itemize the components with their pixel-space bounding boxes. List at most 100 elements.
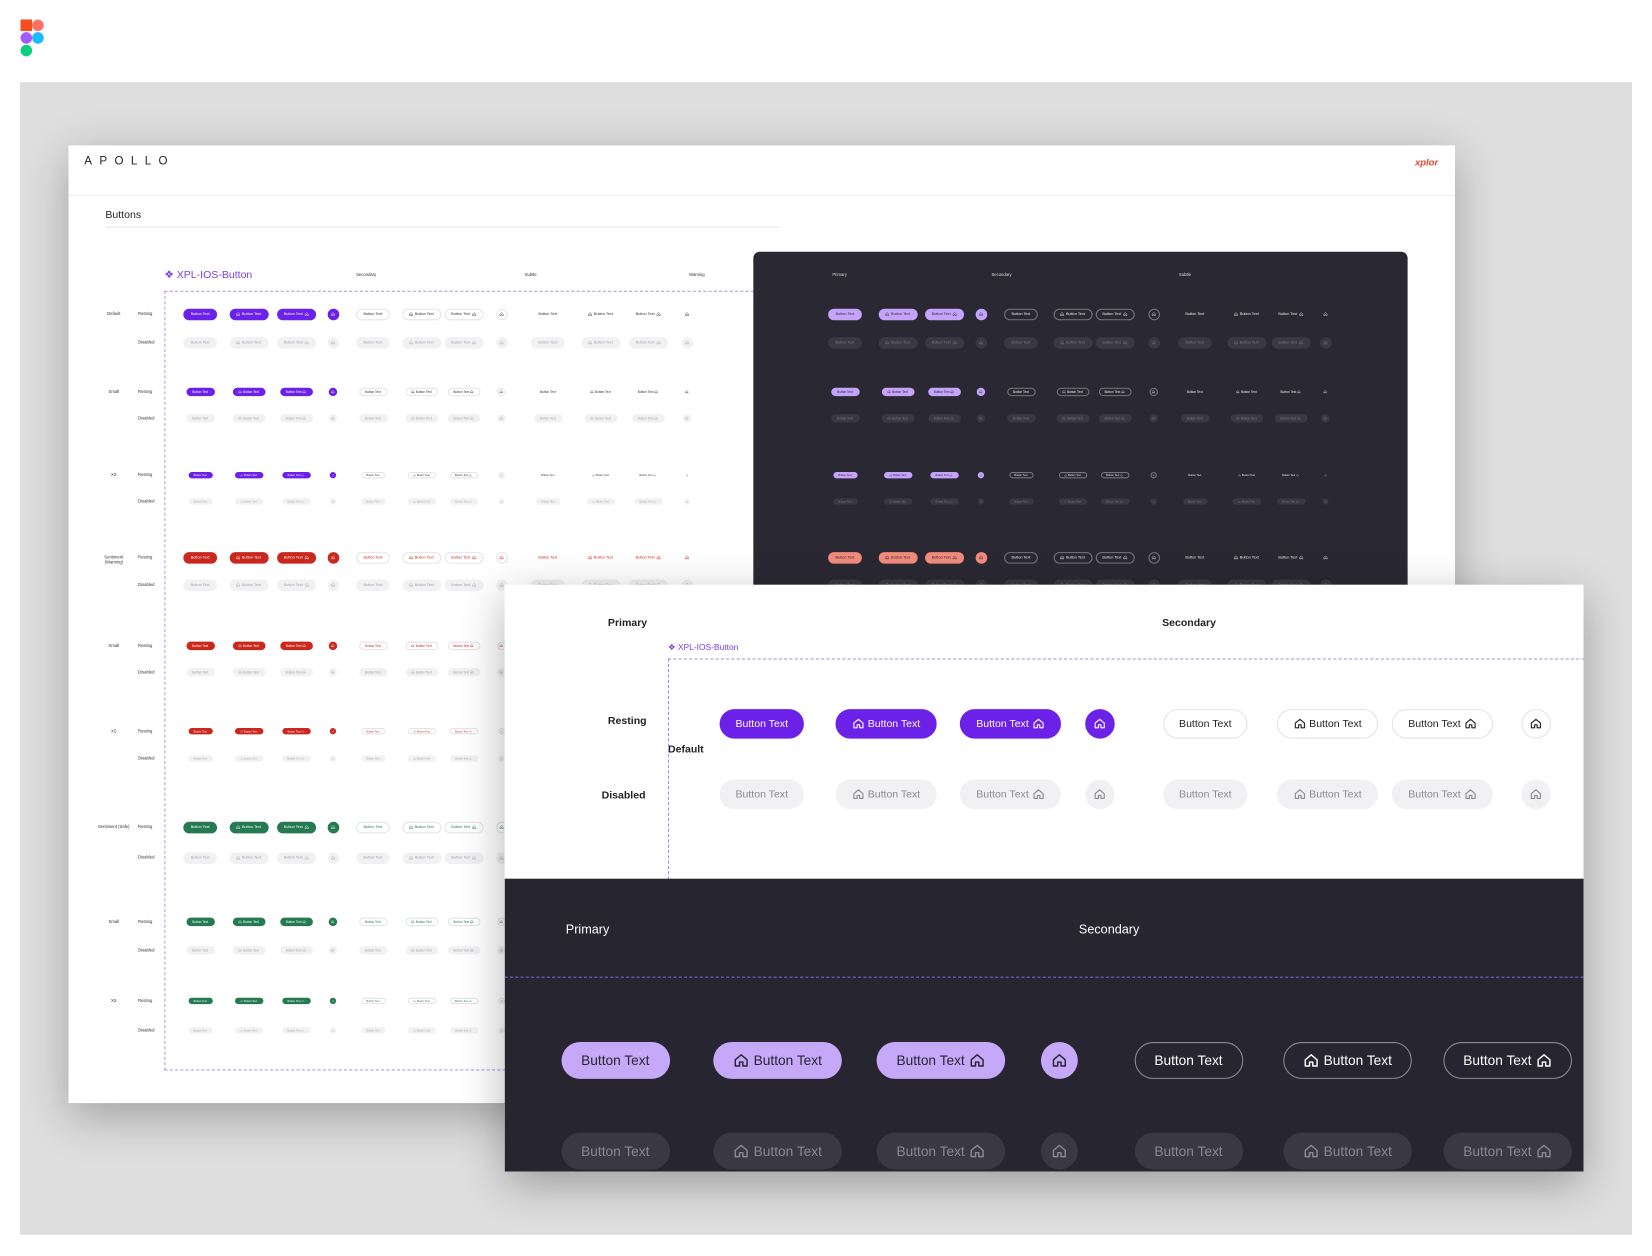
button: Button Text <box>405 414 438 423</box>
button: Button Text <box>832 472 858 479</box>
button: Button Text <box>1178 308 1212 320</box>
button-label: Button Text <box>933 416 950 421</box>
button: Button Text <box>1058 498 1087 505</box>
button: Button Text <box>1095 336 1135 349</box>
button: Button Text <box>447 667 480 677</box>
button-label: Button Text <box>243 416 259 421</box>
home-icon <box>1060 340 1065 345</box>
figma-logo <box>20 19 44 57</box>
button: Button Text <box>279 917 313 927</box>
button: Button Text <box>229 336 269 349</box>
home-icon <box>236 312 241 316</box>
column-header: Secondary <box>1078 921 1140 937</box>
home-icon <box>979 312 983 316</box>
button: Button Text <box>279 387 313 397</box>
button: Button Text <box>407 755 436 762</box>
home-icon <box>500 757 503 760</box>
home-icon <box>500 473 503 477</box>
column-header: Secondary <box>1162 617 1217 629</box>
button-label: Button Text <box>539 389 556 395</box>
button-label: Button Text <box>243 919 259 925</box>
button <box>1320 552 1332 564</box>
home-icon <box>1294 718 1305 729</box>
button: Button Text <box>1443 1041 1572 1079</box>
home-icon <box>413 999 416 1003</box>
button-label: Button Text <box>1278 583 1297 587</box>
home-icon <box>1121 390 1125 394</box>
button-label: Button Text <box>1067 499 1082 504</box>
home-icon <box>685 473 689 477</box>
button: Button Text <box>1053 336 1093 349</box>
button-label: Button Text <box>451 340 471 345</box>
button-label: Button Text <box>363 824 383 830</box>
home-icon <box>236 825 241 829</box>
button-label: Button Text <box>244 499 258 504</box>
home-icon <box>1304 1144 1318 1157</box>
state-label: Resting <box>138 472 153 478</box>
button: Button Text <box>1271 308 1310 320</box>
button-label: Button Text <box>416 499 430 504</box>
home-icon <box>499 670 504 674</box>
button-label: Button Text <box>539 416 556 421</box>
state-label: Resting <box>138 728 153 734</box>
button: Button Text <box>281 1027 311 1034</box>
button-label: Button Text <box>287 1028 301 1033</box>
button: Button Text <box>1053 308 1093 320</box>
zoom-dark: Primary Secondary Button Text Button Text… <box>504 878 1584 1172</box>
button: Button Text <box>828 336 862 349</box>
button <box>328 946 338 955</box>
button: Button Text <box>1098 414 1132 423</box>
button-label: Button Text <box>891 311 910 317</box>
home-icon <box>236 555 241 560</box>
size-label: Small <box>108 388 120 395</box>
button: Button Text <box>449 728 478 735</box>
button-label: Button Text <box>190 311 210 317</box>
home-icon <box>1151 340 1156 345</box>
button-label: Button Text <box>835 555 855 560</box>
button-label: Button Text <box>976 718 1029 730</box>
button-label: Button Text <box>366 757 380 761</box>
button: Button Text <box>584 414 617 423</box>
button: Button Text <box>881 387 914 397</box>
button-label: Button Text <box>455 757 469 761</box>
button <box>1147 308 1160 320</box>
button-label: Button Text <box>1278 340 1298 345</box>
home-icon <box>685 555 689 560</box>
button: Button Text <box>1227 308 1266 320</box>
button-label: Button Text <box>451 582 471 587</box>
button-label: Button Text <box>891 583 910 587</box>
button-label: Button Text <box>455 1028 469 1033</box>
home-icon <box>653 473 657 477</box>
button: Button Text <box>1181 388 1209 396</box>
column-header: Primary <box>565 921 610 937</box>
home-icon <box>950 416 954 420</box>
home-icon <box>852 718 864 729</box>
button: Button Text <box>407 498 436 505</box>
button: Button Text <box>405 641 438 651</box>
button: Button Text <box>1004 336 1038 349</box>
button: Button Text <box>234 755 263 762</box>
button <box>1040 1132 1078 1169</box>
home-icon <box>301 729 305 733</box>
home-icon <box>949 500 953 503</box>
button: Button Text <box>876 1132 1006 1169</box>
home-icon <box>304 855 308 860</box>
component-name-text: XPL-IOS-Button <box>677 642 739 653</box>
button: Button Text <box>447 641 480 651</box>
button-label: Button Text <box>285 389 302 395</box>
button-label: Button Text <box>1463 1052 1532 1068</box>
component-name: ❖ XPL-IOS-Button <box>667 642 739 653</box>
home-icon <box>1236 390 1240 394</box>
button-label: Button Text <box>595 389 611 395</box>
button: Button Text <box>444 851 484 864</box>
home-icon <box>409 855 414 860</box>
button: Button Text <box>1058 472 1087 479</box>
home-icon <box>302 644 307 648</box>
home-icon <box>411 920 415 924</box>
button: Button Text <box>835 779 937 810</box>
button <box>1040 1041 1078 1079</box>
button-label: Button Text <box>243 948 259 953</box>
button: Button Text <box>1226 336 1266 349</box>
button <box>327 308 339 320</box>
column-header: Primary <box>832 271 847 278</box>
